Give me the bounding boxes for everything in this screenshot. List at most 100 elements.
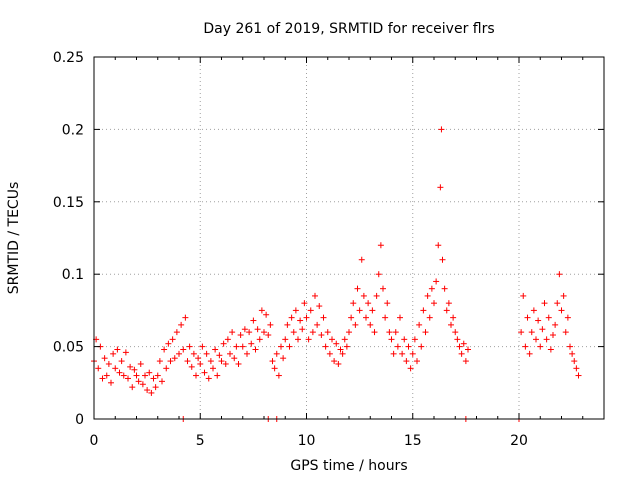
data-point [562, 329, 569, 336]
data-point [176, 350, 182, 357]
data-point [233, 343, 240, 350]
data-point [156, 358, 163, 365]
x-tick-label: 10 [298, 433, 316, 449]
data-point [411, 336, 418, 343]
data-point [324, 329, 331, 336]
data-point [248, 340, 255, 347]
data-point [120, 372, 127, 379]
data-point [216, 352, 223, 359]
data-point [541, 300, 548, 307]
data-point [528, 329, 535, 336]
data-point [295, 336, 301, 343]
data-point [526, 350, 533, 357]
data-point [326, 350, 333, 357]
data-point [371, 329, 378, 336]
data-point [188, 363, 195, 370]
data-point [180, 346, 187, 353]
data-point [352, 321, 359, 328]
data-point [167, 358, 174, 365]
data-point [316, 303, 323, 310]
data-point [339, 350, 346, 357]
x-tick-label: 15 [404, 433, 422, 449]
data-point [350, 300, 357, 307]
data-point [122, 349, 129, 356]
data-point [348, 314, 355, 321]
data-point [428, 285, 435, 292]
data-point [116, 369, 123, 376]
data-point [386, 329, 393, 336]
data-point [237, 332, 244, 339]
data-point [252, 346, 259, 353]
data-point [356, 307, 363, 314]
data-point [401, 336, 408, 343]
data-point [286, 343, 293, 350]
data-point [305, 336, 312, 343]
data-point [384, 300, 391, 307]
x-axis-label: GPS time / hours [290, 458, 407, 474]
data-point [101, 355, 108, 362]
data-point [229, 329, 236, 336]
data-point [273, 350, 280, 357]
x-tick-label: 20 [510, 433, 528, 449]
data-point [450, 314, 457, 321]
data-point [95, 365, 102, 372]
data-point [133, 372, 140, 379]
data-point [369, 307, 376, 314]
data-point [343, 343, 350, 350]
data-point [554, 300, 561, 307]
y-axis-label: SRMTID / TECUs [6, 182, 22, 295]
data-point [418, 343, 425, 350]
data-point [278, 343, 284, 350]
data-point [535, 317, 542, 324]
data-point [263, 311, 270, 318]
data-point [388, 336, 395, 343]
data-point [169, 336, 176, 343]
data-point [392, 329, 399, 336]
data-point [314, 321, 321, 328]
y-tick-label: 0 [75, 412, 84, 428]
data-point [195, 355, 202, 362]
data-point [256, 336, 263, 343]
data-point [414, 358, 420, 365]
data-point [212, 346, 219, 353]
data-point [127, 363, 134, 370]
data-point [271, 365, 278, 372]
data-point [443, 307, 450, 314]
data-point [571, 358, 578, 365]
data-point [218, 358, 225, 365]
data-point [556, 271, 563, 278]
grid [94, 57, 604, 419]
data-point [197, 360, 204, 367]
data-point [575, 372, 582, 379]
data-point [303, 314, 310, 321]
data-point [524, 314, 531, 321]
data-point [522, 343, 529, 350]
data-point [137, 360, 144, 367]
data-point [131, 366, 138, 373]
data-point [186, 343, 193, 350]
data-point [193, 372, 199, 379]
data-point [390, 350, 397, 357]
data-point [105, 360, 112, 367]
data-point [375, 271, 382, 278]
y-tick-label: 0.15 [53, 195, 84, 211]
data-point [454, 336, 461, 343]
data-point [280, 355, 287, 362]
data-point [552, 321, 559, 328]
data-point [199, 343, 206, 350]
data-point [312, 292, 318, 299]
data-point [214, 372, 221, 379]
data-point [441, 285, 448, 292]
data-point [335, 360, 342, 367]
data-point [118, 358, 125, 365]
data-point [301, 300, 308, 307]
data-point [439, 256, 446, 263]
data-point [407, 365, 414, 372]
data-point [399, 350, 406, 357]
data-point [437, 184, 444, 191]
data-point [354, 285, 361, 292]
data-point [239, 343, 246, 350]
data-point [267, 321, 274, 328]
data-point [205, 375, 212, 382]
data-point [254, 326, 261, 333]
